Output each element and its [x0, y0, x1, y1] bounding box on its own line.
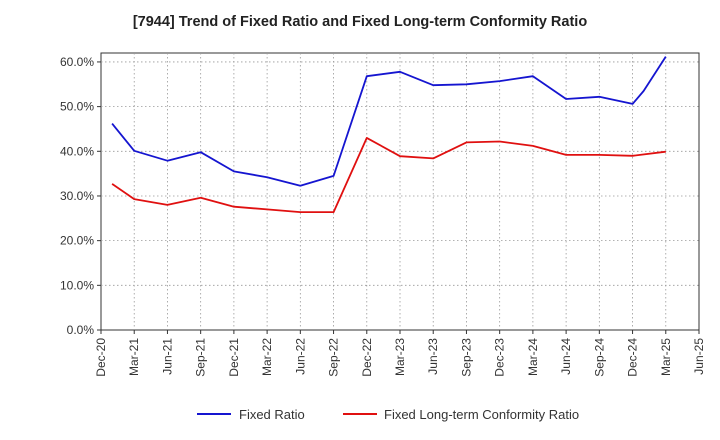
- x-tick-label: Jun-21: [160, 338, 174, 375]
- x-tick-label: Jun-25: [692, 338, 706, 375]
- y-tick-label: 60.0%: [60, 55, 94, 69]
- y-tick-label: 30.0%: [60, 189, 94, 203]
- x-tick-label: Dec-21: [227, 338, 241, 377]
- x-tick-label: Mar-21: [127, 338, 141, 376]
- y-tick-label: 20.0%: [60, 234, 94, 248]
- x-tick-label: Mar-23: [393, 338, 407, 376]
- y-axis: 0.0% 10.0% 20.0% 30.0% 40.0% 50.0% 60.0%: [60, 55, 101, 337]
- x-tick-label: Dec-20: [94, 338, 108, 377]
- plot-area: [100, 52, 700, 331]
- legend-label-2: Fixed Long-term Conformity Ratio: [384, 407, 579, 422]
- y-tick-label: 10.0%: [60, 278, 94, 292]
- y-tick-label: 40.0%: [60, 144, 94, 158]
- y-tick-label: 50.0%: [60, 100, 94, 114]
- x-tick-label: Dec-23: [493, 338, 507, 377]
- x-tick-label: Sep-23: [459, 338, 473, 377]
- legend-label-1: Fixed Ratio: [239, 407, 305, 422]
- x-tick-label: Jun-23: [426, 338, 440, 375]
- x-tick-label: Sep-22: [327, 338, 341, 377]
- x-tick-label: Jun-22: [293, 338, 307, 375]
- x-tick-label: Mar-25: [659, 338, 673, 376]
- x-tick-label: Jun-24: [559, 338, 573, 375]
- series-line-2: [111, 136, 666, 214]
- series-line-1: [111, 56, 667, 187]
- x-tick-label: Sep-21: [194, 338, 208, 377]
- x-tick-label: Dec-24: [626, 338, 640, 377]
- chart-title: [7944] Trend of Fixed Ratio and Fixed Lo…: [132, 14, 588, 30]
- x-axis: Dec-20 Mar-21 Jun-21 Sep-21 Dec-21 Mar-22 Jun-…: [94, 330, 706, 377]
- series-group: [111, 56, 667, 214]
- x-tick-label: Mar-22: [260, 338, 274, 376]
- x-tick-label: Dec-22: [360, 338, 374, 377]
- x-tick-label: Mar-24: [526, 338, 540, 376]
- y-tick-label: 0.0%: [67, 323, 95, 337]
- legend: Fixed Ratio Fixed Long-term Conformity Ra…: [197, 407, 579, 422]
- x-tick-label: Sep-24: [592, 338, 606, 377]
